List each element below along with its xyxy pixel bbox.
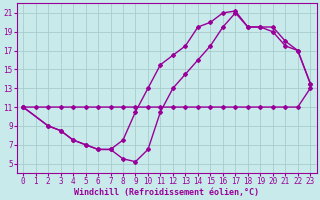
X-axis label: Windchill (Refroidissement éolien,°C): Windchill (Refroidissement éolien,°C) xyxy=(74,188,259,197)
